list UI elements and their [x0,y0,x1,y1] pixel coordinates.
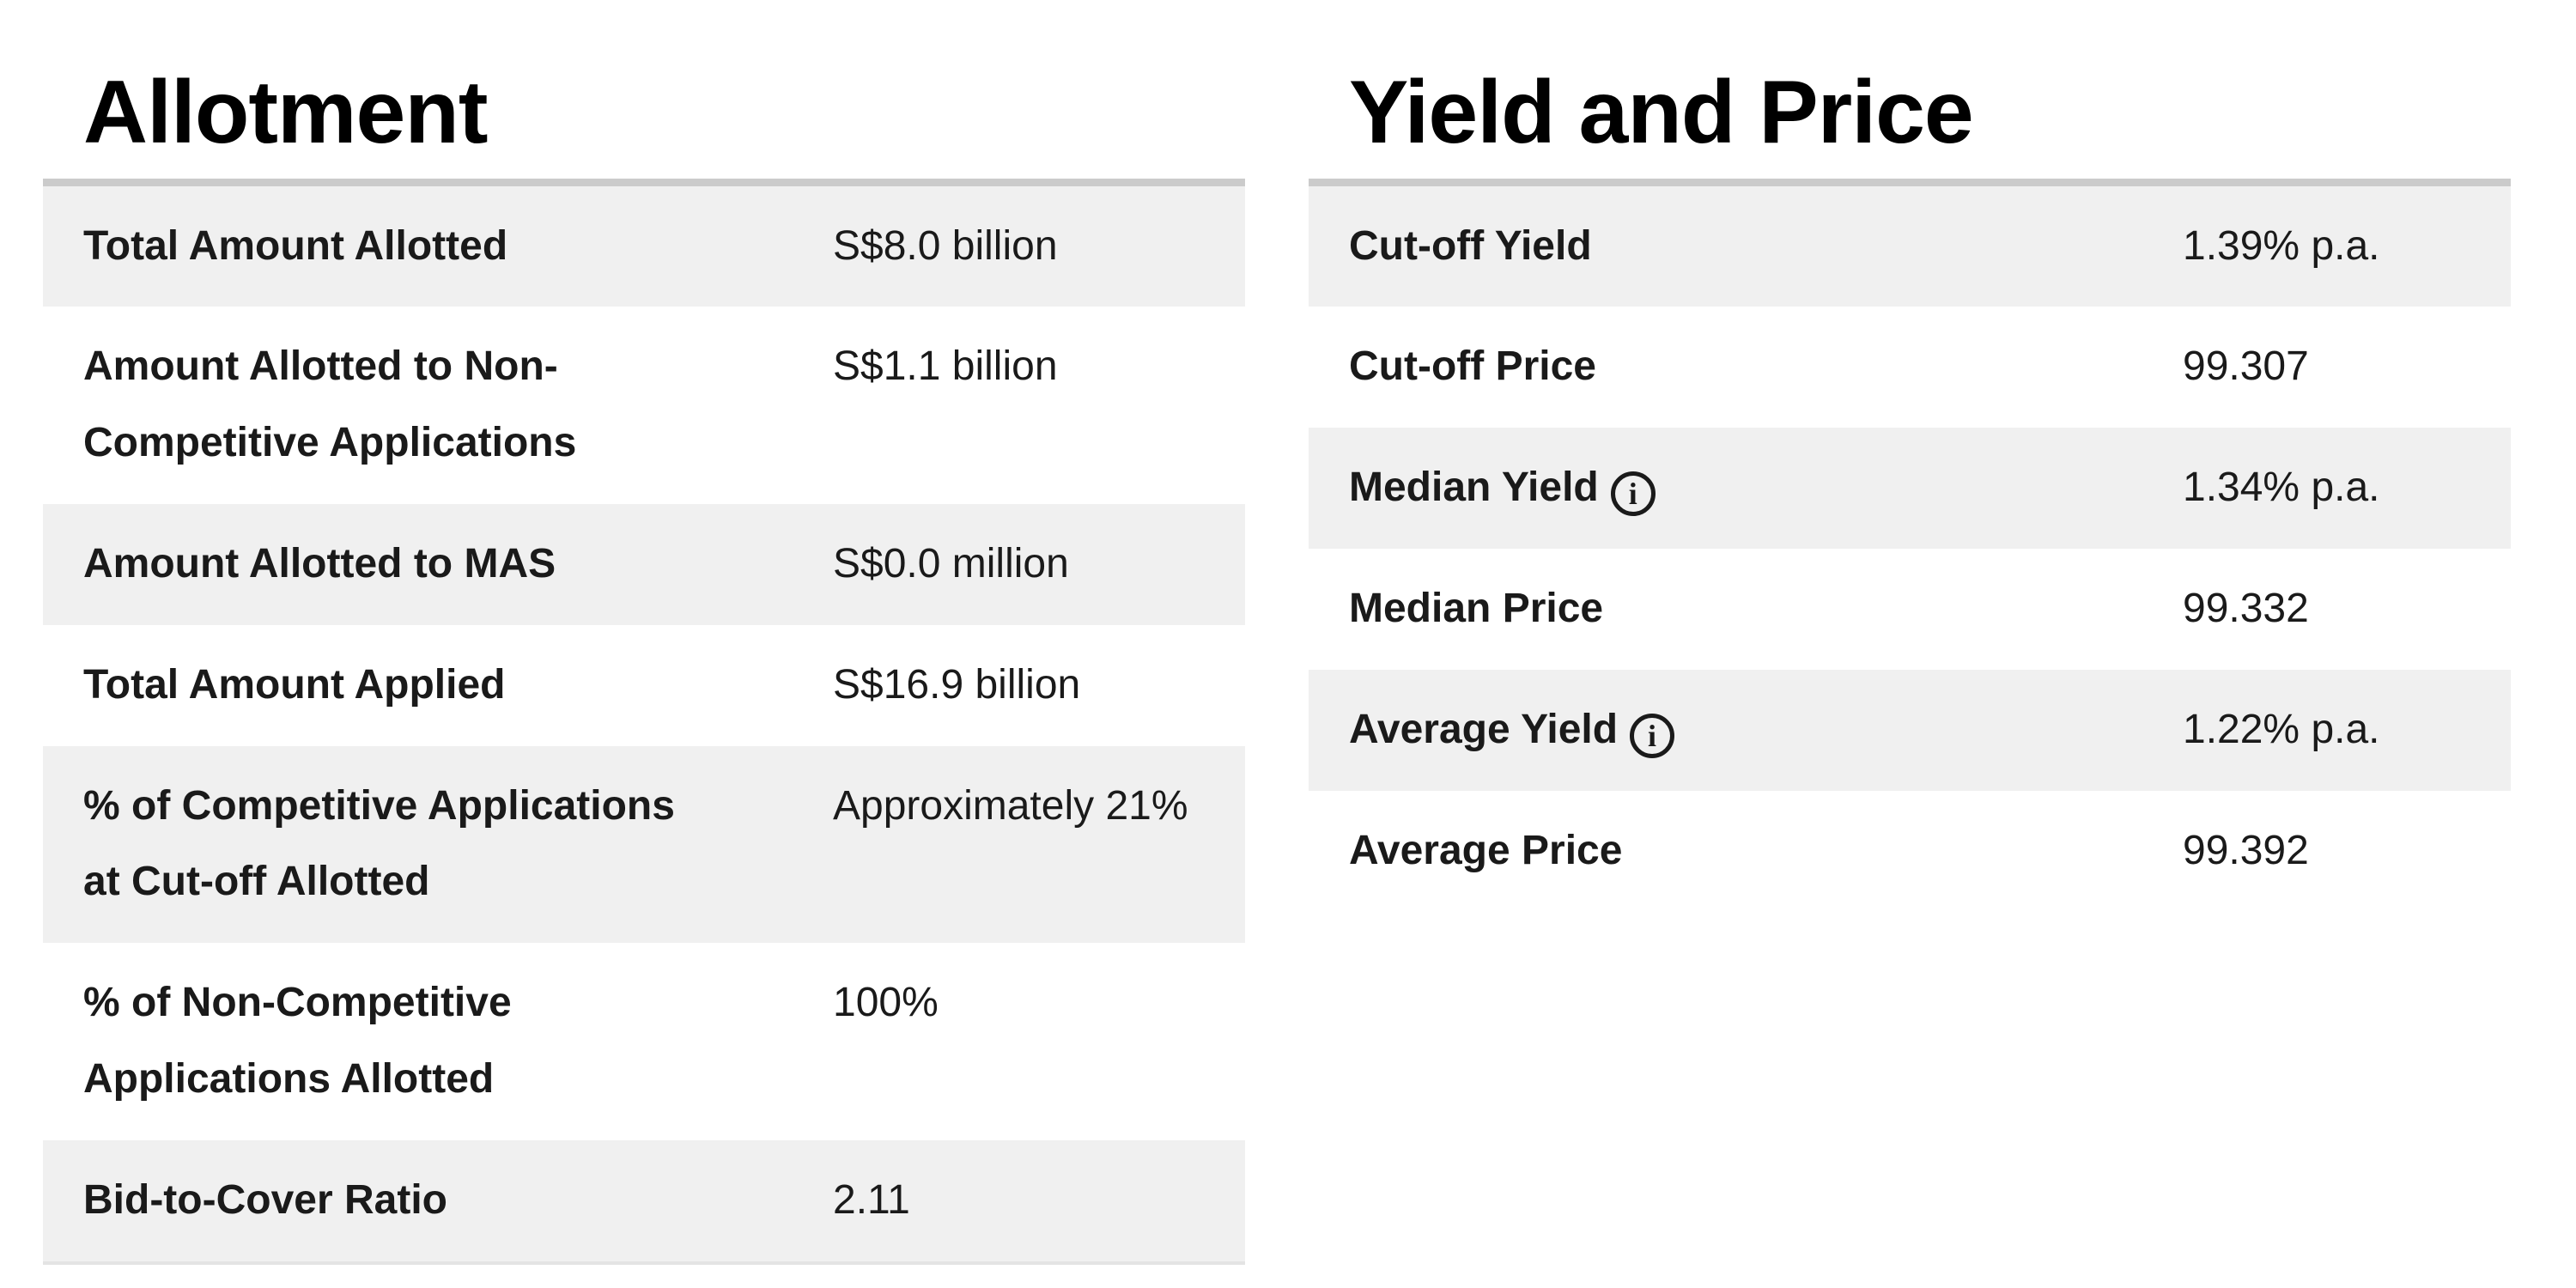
allotment-title: Allotment [83,63,489,162]
row-value: S$16.9 billion [833,661,1081,708]
row-label: Cut-off Yield [1309,182,2183,307]
row-label: % of Competitive Applications at Cut-off… [83,782,675,905]
table-row: Total Amount Allotted S$8.0 billion [43,182,1245,307]
table-row: Bid-to-Cover Ratio 2.11 [43,1139,1245,1263]
table-row: Total Amount Applied S$16.9 billion [43,625,1245,746]
row-label-text: Median Price [1349,585,1604,631]
table-row: Average Yield i 1.22% p.a. [1309,669,2511,791]
row-value: S$8.0 billion [833,222,1058,269]
allotment-section: Allotment Total Amount Allotted S$8.0 bi… [43,0,1245,1265]
row-value: 1.34% p.a. [2183,465,2380,511]
row-label: Cut-off Price [1309,307,2183,428]
table-row: % of Non-Competitive Applications Allott… [43,943,1245,1140]
info-icon[interactable]: i [1630,713,1675,758]
table-row: Cut-off Price 99.307 [1309,307,2511,428]
row-value: 99.392 [2183,827,2309,873]
row-label-text: Cut-off Price [1349,343,1596,390]
row-label: Average Price [1309,791,2183,912]
table-row: Cut-off Yield 1.39% p.a. [1309,182,2511,307]
table-row: % of Competitive Applications at Cut-off… [43,745,1245,944]
row-label-text: Cut-off Yield [1349,222,1592,269]
row-value: 1.22% p.a. [2183,706,2380,752]
table-row: Amount Allotted to MAS S$0.0 million [43,503,1245,625]
row-label: Average Yield i [1309,670,2183,791]
row-label: Total Amount Allotted [83,222,508,269]
row-label-text: Median Yield [1349,465,1599,511]
table-row: Median Price 99.332 [1309,549,2511,670]
row-value: S$0.0 million [833,540,1069,586]
row-value: 1.39% p.a. [2183,222,2380,269]
row-label: Median Price [1309,549,2183,670]
row-value: 2.11 [833,1176,910,1223]
yield-price-section: Yield and Price Cut-off Yield 1.39% p.a.… [1309,0,2511,911]
row-label: Amount Allotted to MAS [83,540,556,586]
row-label: Median Yield i [1309,428,2183,549]
row-label-text: Average Price [1349,827,1623,873]
row-value: Approximately 21% [833,782,1188,829]
table-row: Average Price 99.392 [1309,791,2511,912]
row-label-text: Average Yield [1349,706,1619,752]
row-label: Bid-to-Cover Ratio [83,1176,447,1223]
table-row: Amount Allotted to Non- Competitive Appl… [43,307,1245,504]
yield-price-title: Yield and Price [1349,63,1974,162]
row-label: Amount Allotted to Non- Competitive Appl… [83,343,577,466]
row-label: % of Non-Competitive Applications Allott… [83,980,512,1102]
info-icon[interactable]: i [1610,471,1656,517]
yield-price-table: Cut-off Yield 1.39% p.a. Cut-off Price 9… [1309,178,2511,912]
row-value: S$1.1 billion [833,343,1058,390]
row-value: 99.307 [2183,343,2309,390]
row-label: Total Amount Applied [83,661,506,708]
row-value: 99.332 [2183,585,2309,631]
row-value: 100% [833,980,939,1026]
allotment-table: Total Amount Allotted S$8.0 billion Amou… [43,178,1245,1265]
table-row: Median Yield i 1.34% p.a. [1309,428,2511,549]
